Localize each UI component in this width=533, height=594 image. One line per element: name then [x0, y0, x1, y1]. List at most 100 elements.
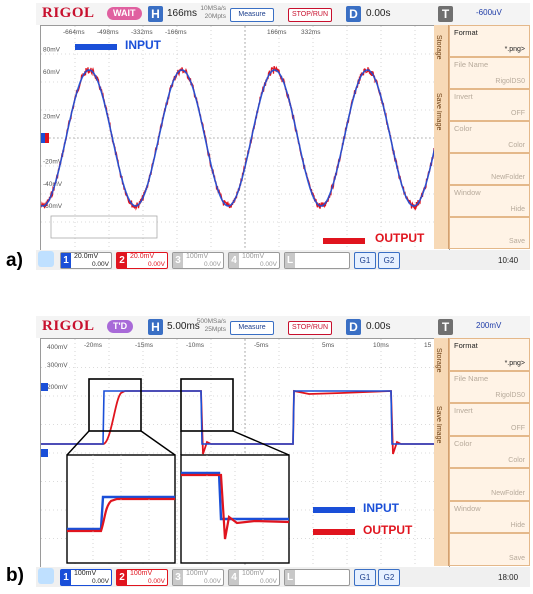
channel-1-low-marker	[41, 449, 48, 457]
menu-tab[interactable]: Storage Save Image	[434, 338, 449, 566]
menu-save-value: Save	[509, 238, 525, 245]
channel-2-box[interactable]: 2 100mV 0.00V	[116, 569, 168, 586]
logic-analyzer-box[interactable]: L	[284, 252, 350, 269]
logic-analyzer-box[interactable]: L	[284, 569, 350, 586]
panel-b-label: b)	[6, 565, 24, 586]
channel-1-number: 1	[61, 570, 71, 585]
logic-icon: L	[285, 253, 295, 268]
channel-4-number: 4	[229, 253, 239, 268]
zoom-box-rise	[88, 378, 142, 432]
menu-file-name[interactable]: File Name RigolDS0	[449, 57, 530, 89]
stop-run-button[interactable]: STOP/RUN	[288, 8, 332, 22]
oscilloscope-screen-a: RIGOL WAIT H 166ms 10MSa/s 20Mpts Measur…	[36, 3, 530, 271]
menu-color-label: Color	[454, 124, 472, 133]
menu-window[interactable]: Window Hide	[449, 185, 530, 217]
channel-1-offset: 0.00V	[92, 261, 109, 268]
menu-color-value: Color	[508, 142, 525, 149]
menu-new-folder-value: NewFolder	[491, 174, 525, 181]
menu-invert[interactable]: Invert OFF	[449, 89, 530, 121]
menu-save[interactable]: Save	[449, 533, 530, 566]
delay-value: 0.00s	[366, 8, 391, 19]
trigger-icon[interactable]: T	[438, 319, 453, 335]
inset-input-trace	[67, 495, 175, 531]
legend-input-label: INPUT	[125, 38, 161, 52]
menu-tab-save-image: Save Image	[435, 406, 442, 444]
oscilloscope-screen-b: RIGOL T'D H 5.00ms 500MSa/s 25Mpts Measu…	[36, 316, 530, 588]
channel-1-number: 1	[61, 253, 71, 268]
channel-1-marker	[41, 383, 48, 391]
channel-3-offset: 0.00V	[204, 261, 221, 268]
menu-file-name-value: RigolDS0	[495, 392, 525, 399]
menu-new-folder[interactable]: NewFolder	[449, 153, 530, 185]
channel-2-scale: 100mV	[130, 570, 153, 577]
input-trace	[41, 69, 449, 207]
volt-tick-label: 200mV	[47, 384, 68, 391]
sample-depth: 25Mpts	[204, 326, 226, 333]
generator-1-button[interactable]: G1	[354, 252, 376, 269]
menu-format[interactable]: Format *.png>	[449, 25, 530, 57]
zoom-connector	[232, 430, 290, 456]
channel-3-number: 3	[173, 253, 183, 268]
measure-button[interactable]: Measure	[230, 8, 274, 22]
channel-2-box[interactable]: 2 20.0mV 0.00V	[116, 252, 168, 269]
channel-4-offset: 0.00V	[260, 578, 277, 585]
volt-tick-label: 300mV	[47, 362, 68, 369]
channel-4-number: 4	[229, 570, 239, 585]
time-tick-label: -15ms	[135, 342, 154, 349]
menu-tab[interactable]: Storage Save Image	[434, 25, 449, 249]
menu-window[interactable]: Window Hide	[449, 501, 530, 533]
generator-2-button[interactable]: G2	[378, 252, 400, 269]
channel-4-box[interactable]: 4 100mV 0.00V	[228, 569, 280, 586]
channel-4-box[interactable]: 4 100mV 0.00V	[228, 252, 280, 269]
time-tick-label: -166ms	[165, 29, 187, 36]
channel-1-box[interactable]: 1 100mV 0.00V	[60, 569, 112, 586]
measure-button[interactable]: Measure	[230, 321, 274, 335]
channel-3-box[interactable]: 3 100mV 0.00V	[172, 569, 224, 586]
menu-new-folder[interactable]: NewFolder	[449, 468, 530, 501]
time-tick-label: 10ms	[373, 342, 390, 349]
channel-1-offset: 0.00V	[92, 578, 109, 585]
menu-file-name-label: File Name	[454, 374, 489, 383]
menu-save[interactable]: Save	[449, 217, 530, 249]
channel-1-box[interactable]: 1 20.0mV 0.00V	[60, 252, 112, 269]
menu-color[interactable]: Color Color	[449, 436, 530, 468]
home-icon[interactable]	[38, 568, 54, 584]
timebase-icon[interactable]: H	[148, 6, 163, 22]
menu-format[interactable]: Format *.png>	[449, 338, 530, 371]
channel-3-offset: 0.00V	[204, 578, 221, 585]
trigger-icon[interactable]: T	[438, 6, 453, 22]
rigol-logo: RIGOL	[42, 318, 95, 334]
sample-rate: 500MSa/s	[196, 318, 226, 325]
menu-color-label: Color	[454, 439, 472, 448]
delay-icon[interactable]: D	[346, 319, 361, 335]
bottom-toolbar: 1 100mV 0.00V 2 100mV 0.00V 3 100mV 0.00…	[36, 567, 530, 587]
timebase-icon[interactable]: H	[148, 319, 163, 335]
channel-3-number: 3	[173, 570, 183, 585]
channel-3-box[interactable]: 3 100mV 0.00V	[172, 252, 224, 269]
channel-1-marker	[41, 133, 45, 143]
menu-format-label: Format	[454, 341, 478, 350]
menu-invert[interactable]: Invert OFF	[449, 403, 530, 436]
menu-color[interactable]: Color Color	[449, 121, 530, 153]
delay-icon[interactable]: D	[346, 6, 361, 22]
stop-run-button[interactable]: STOP/RUN	[288, 321, 332, 335]
channel-2-number: 2	[117, 570, 127, 585]
menu-format-value: *.png>	[504, 46, 525, 53]
channel-4-offset: 0.00V	[260, 261, 277, 268]
menu-file-name[interactable]: File Name RigolDS0	[449, 371, 530, 403]
legend-output-swatch	[313, 529, 355, 535]
menu-tab-save-image: Save Image	[435, 93, 442, 131]
volt-tick-label: 60mV	[43, 69, 61, 76]
time-tick-label: -20ms	[84, 342, 103, 349]
measure-window	[50, 215, 158, 239]
panel-a-label: a)	[6, 250, 23, 271]
generator-1-button[interactable]: G1	[354, 569, 376, 586]
zoom-connector	[140, 430, 176, 456]
bottom-toolbar: 1 20.0mV 0.00V 2 20.0mV 0.00V 3 100mV 0.…	[36, 250, 530, 270]
legend-input-swatch	[313, 507, 355, 513]
menu-tab-storage: Storage	[435, 35, 442, 60]
waveform-canvas-a: -664ms -498ms -332ms -166ms 166ms 332ms 80mV 60…	[41, 26, 449, 250]
generator-2-button[interactable]: G2	[378, 569, 400, 586]
volt-tick-label: -20mV	[43, 158, 63, 165]
home-icon[interactable]	[38, 251, 54, 267]
